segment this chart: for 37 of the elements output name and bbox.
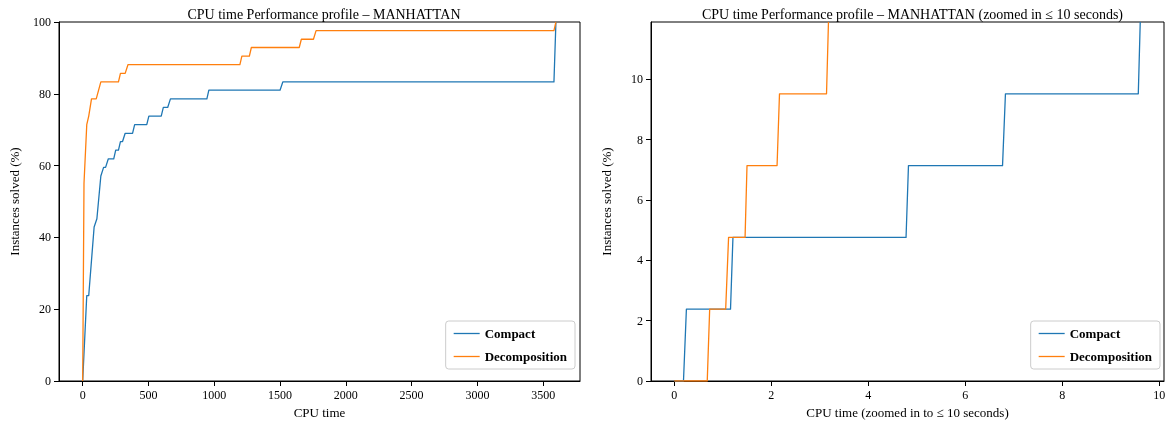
y-tick-label: 10 xyxy=(631,72,643,87)
x-tick-label: 4 xyxy=(865,388,872,402)
x-tick-label: 6 xyxy=(962,388,969,402)
y-axis-title: Instances solved (%) xyxy=(599,147,614,256)
x-tick-label: 0 xyxy=(671,388,678,402)
chart-title: CPU time Performance profile – MANHATTAN (zoomed in ≤ 10 seconds) xyxy=(701,6,1124,23)
x-tick-label: 1500 xyxy=(268,388,293,402)
legend-label: Compact xyxy=(484,326,536,341)
y-tick-label: 2 xyxy=(637,313,643,328)
line-series xyxy=(673,21,830,382)
x-tick-label: 1000 xyxy=(202,388,227,402)
x-tick-label: 0 xyxy=(79,388,86,402)
x-tick-label: 500 xyxy=(139,388,158,402)
y-tick-label: 20 xyxy=(39,302,51,317)
chart-title: CPU time Performance profile – MANHATTAN xyxy=(187,6,461,22)
y-tick-label: 6 xyxy=(637,192,643,207)
x-tick-label: 3000 xyxy=(465,388,490,402)
legend-label: Compact xyxy=(1069,326,1121,341)
y-tick-label: 0 xyxy=(637,374,643,388)
y-tick-label: 40 xyxy=(39,230,51,245)
x-tick-label: 3500 xyxy=(531,388,556,402)
y-tick-label: 0 xyxy=(45,374,51,388)
legend-label: Decomposition xyxy=(484,349,568,364)
x-tick-label: 2 xyxy=(768,388,775,402)
x-tick-label: 8 xyxy=(1059,388,1066,402)
y-tick-label: 60 xyxy=(39,158,51,173)
y-tick-label: 80 xyxy=(39,86,51,101)
y-axis-title: Instances solved (%) xyxy=(7,147,22,256)
x-axis-title: CPU time xyxy=(293,404,346,420)
y-tick-label: 100 xyxy=(33,15,51,29)
legend-label: Decomposition xyxy=(1069,349,1153,364)
y-tick-label: 4 xyxy=(637,253,643,268)
x-tick-label: 10 xyxy=(1153,388,1166,402)
x-tick-label: 2500 xyxy=(399,388,424,402)
x-axis-title: CPU time (zoomed in to ≤ 10 seconds) xyxy=(806,404,1009,420)
x-tick-label: 2000 xyxy=(333,388,358,402)
y-tick-label: 8 xyxy=(637,132,643,147)
